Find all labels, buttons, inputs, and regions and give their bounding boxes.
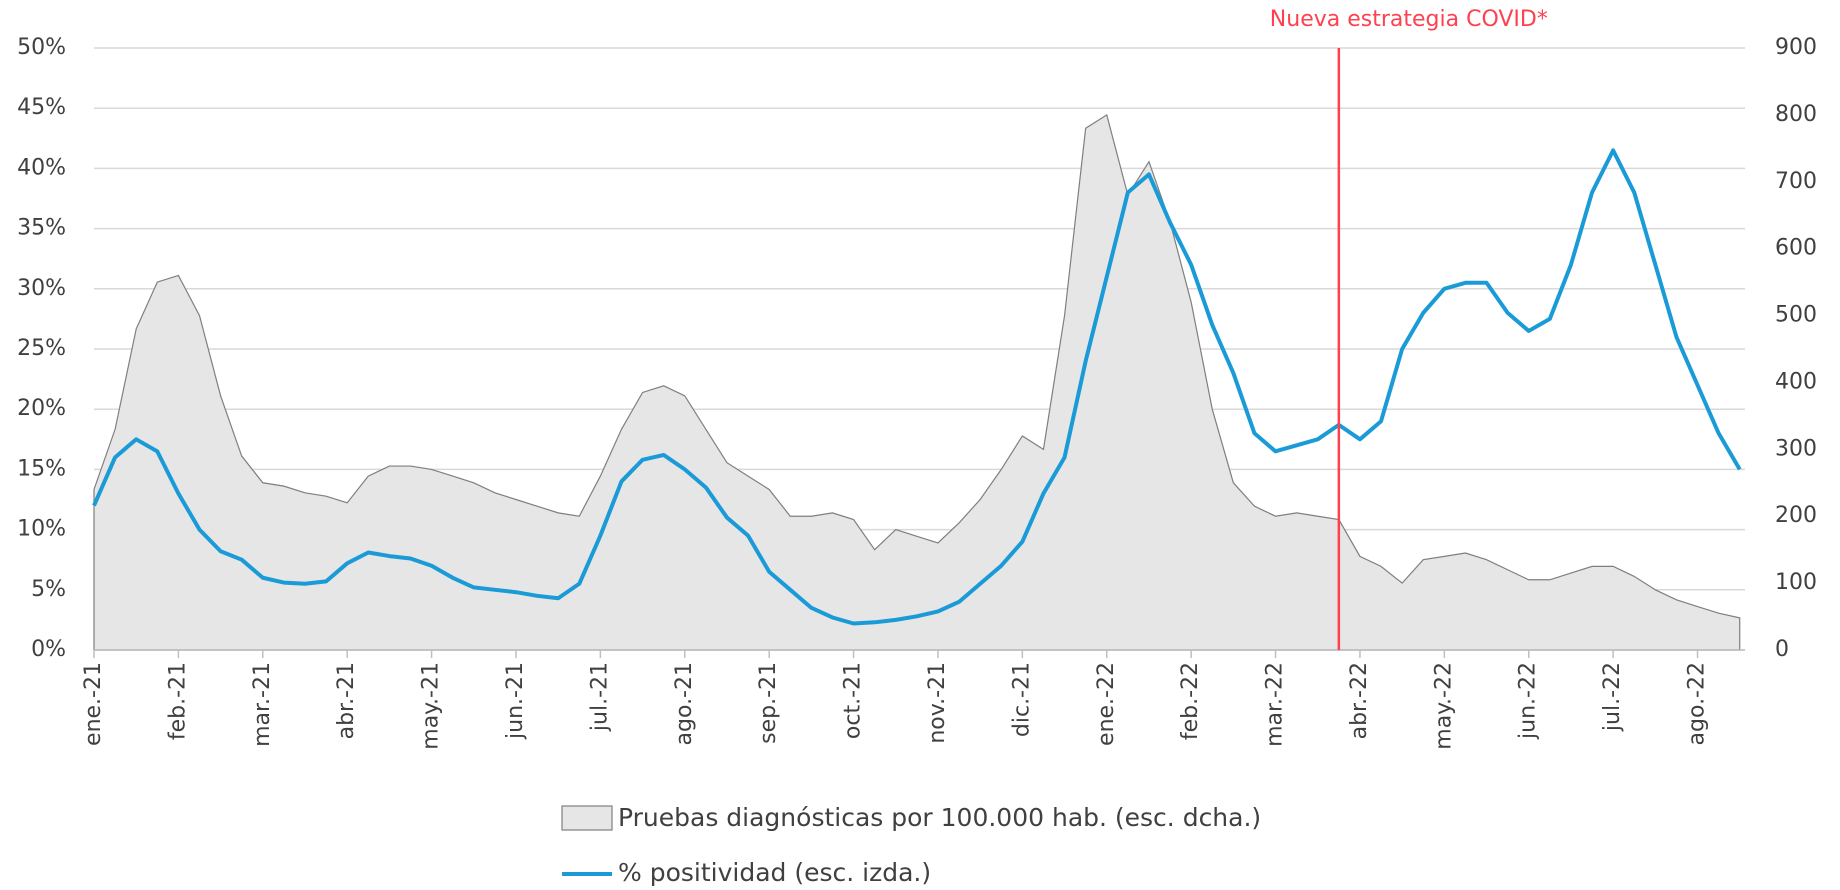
x-tick-label: dic.-21 xyxy=(1009,662,1034,737)
x-tick-label: oct.-21 xyxy=(841,662,866,739)
y-tick-label: 30% xyxy=(17,276,66,301)
y2-tick-label: 100 xyxy=(1775,570,1817,595)
x-tick-label: jul.-21 xyxy=(587,662,612,732)
y-tick-label: 40% xyxy=(17,155,66,180)
x-tick-label: ago.-21 xyxy=(672,662,697,745)
area xyxy=(93,113,1741,651)
y2-tick-label: 400 xyxy=(1775,369,1817,394)
y2-tick-label: 500 xyxy=(1775,303,1817,328)
x-tick-label: may.-21 xyxy=(419,662,444,750)
x-tick-label: abr.-21 xyxy=(334,662,359,739)
y-tick-label: 20% xyxy=(17,396,66,421)
y2-tick-label: 700 xyxy=(1775,169,1817,194)
x-tick-label: ene.-22 xyxy=(1094,662,1119,746)
y-tick-label: 10% xyxy=(17,517,66,542)
x-tick-label: ene.-21 xyxy=(81,662,106,746)
y2-tick-label: 600 xyxy=(1775,236,1817,261)
y-tick-label: 25% xyxy=(17,336,66,361)
x-tick-label: ago.-22 xyxy=(1685,662,1710,745)
x-tick-label: nov.-21 xyxy=(925,662,950,744)
y2-tick-label: 800 xyxy=(1775,102,1817,127)
y2-tick-label: 0 xyxy=(1775,637,1789,662)
legend-label: Pruebas diagnósticas por 100.000 hab. (e… xyxy=(618,803,1261,832)
x-tick-label: jul.-22 xyxy=(1600,662,1625,732)
y-tick-label: 5% xyxy=(31,577,66,602)
y2-tick-label: 300 xyxy=(1775,436,1817,461)
x-tick-label: feb.-22 xyxy=(1178,662,1203,740)
x-tick-label: abr.-22 xyxy=(1347,662,1372,739)
x-tick-label: jun.-21 xyxy=(503,662,528,740)
x-tick-label: sep.-21 xyxy=(756,662,781,744)
legend-label: % positividad (esc. izda.) xyxy=(618,858,931,886)
y2-tick-label: 900 xyxy=(1775,35,1817,60)
x-tick-label: feb.-21 xyxy=(165,662,190,740)
line xyxy=(92,148,1742,626)
legend-swatch xyxy=(561,805,613,831)
annotation-text: Nueva estrategia COVID* xyxy=(1270,7,1548,32)
y2-tick-label: 200 xyxy=(1775,503,1817,528)
x-tick-label: may.-22 xyxy=(1431,662,1456,750)
x-tick-label: mar.-22 xyxy=(1263,662,1288,747)
x-tick-label: mar.-21 xyxy=(250,662,275,747)
y-tick-label: 45% xyxy=(17,95,66,120)
y-tick-label: 50% xyxy=(17,35,66,60)
y-tick-label: 15% xyxy=(17,456,66,481)
y-tick-label: 35% xyxy=(17,216,66,241)
y-tick-label: 0% xyxy=(31,637,66,662)
x-tick-label: jun.-22 xyxy=(1516,662,1541,740)
